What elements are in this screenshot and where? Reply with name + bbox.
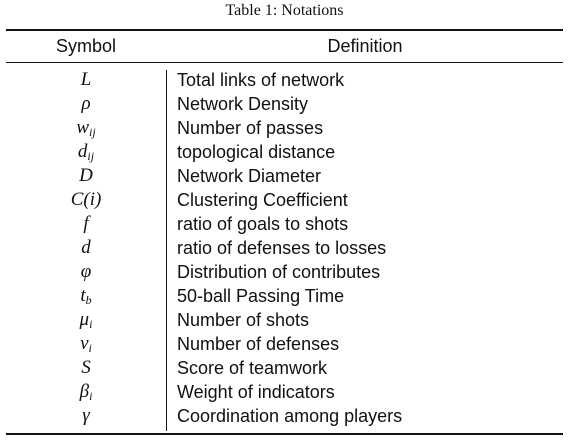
symbol-subscript: i [89,317,93,331]
table-row: dij topological distance [0,140,569,164]
symbol-subscript: ij [89,125,96,139]
symbol-base: γ [82,405,90,426]
table-row: μi Number of shots [0,308,569,332]
header-rule [6,62,563,63]
column-header-definition: Definition [327,36,403,56]
table-row: S Score of teamwork [0,356,569,380]
table-row: f ratio of goals to shots [0,212,569,236]
table-row: tb 50-ball Passing Time [0,284,569,308]
notation-definition: Distribution of contributes [177,262,381,282]
notation-definition: ratio of defenses to losses [177,238,387,258]
notation-definition: 50-ball Passing Time [177,286,345,306]
symbol-base: f [83,213,89,234]
symbol-base: D [79,165,93,186]
notation-definition: Clustering Coefficient [177,190,348,210]
notation-definition: ratio of goals to shots [177,214,349,234]
notation-definition: Total links of network [177,70,345,90]
notation-definition: Number of shots [177,310,310,330]
symbol-base: β [79,381,90,402]
bottom-rule [6,433,563,435]
notation-symbol: tb [6,284,166,308]
table-row: βi Weight of indicators [0,380,569,404]
table-row: wij Number of passes [0,116,569,140]
column-header-symbol: Symbol [55,36,117,56]
notation-symbol: ρ [6,92,166,116]
symbol-base: ν [80,333,89,354]
notation-symbol: d [6,236,166,260]
symbol-subscript: i [89,389,93,403]
table-row: ρ Network Density [0,92,569,116]
symbol-subscript: b [85,293,92,307]
notation-definition: topological distance [177,142,336,162]
symbol-base: S [81,357,91,378]
table-row: νi Number of defenses [0,332,569,356]
symbol-base: L [80,69,92,90]
symbol-base: ρ [81,93,91,114]
table-row: L Total links of network [0,68,569,92]
top-rule [6,29,563,31]
notation-definition: Score of teamwork [177,358,328,378]
symbol-subscript: i [88,341,92,355]
table-row: C(i) Clustering Coefficient [0,188,569,212]
notation-symbol: wij [6,116,166,140]
notation-symbol: φ [6,260,166,284]
notation-symbol: S [6,356,166,380]
symbol-base: d [77,141,88,162]
notation-definition: Coordination among players [177,406,403,426]
table-row: d ratio of defenses to losses [0,236,569,260]
notation-symbol: μi [6,308,166,332]
notation-symbol: D [6,164,166,188]
notation-symbol: dij [6,140,166,164]
notation-symbol: L [6,68,166,92]
symbol-base: C(i) [70,189,102,210]
symbol-base: φ [80,261,92,282]
notation-definition: Network Diameter [177,166,322,186]
table-caption: Table 1: Notations [225,2,344,19]
notation-symbol: νi [6,332,166,356]
column-divider [166,70,167,431]
symbol-subscript: ij [87,149,95,163]
table-row: γ Coordination among players [0,404,569,428]
notation-definition: Number of passes [177,118,324,138]
notation-symbol: γ [6,404,166,428]
notation-symbol: f [6,212,166,236]
table-row: φ Distribution of contributes [0,260,569,284]
notation-symbol: C(i) [6,188,166,212]
notation-definition: Number of defenses [177,334,340,354]
symbol-base: μ [79,309,90,330]
notation-definition: Network Density [177,94,309,114]
table-row: D Network Diameter [0,164,569,188]
symbol-base: d [81,237,91,258]
symbol-base: w [76,117,89,138]
notation-symbol: βi [6,380,166,404]
symbol-base: t [80,285,86,306]
notation-table-body: L Total links of network ρ Network Density w… [0,68,569,428]
notation-definition: Weight of indicators [177,382,335,402]
